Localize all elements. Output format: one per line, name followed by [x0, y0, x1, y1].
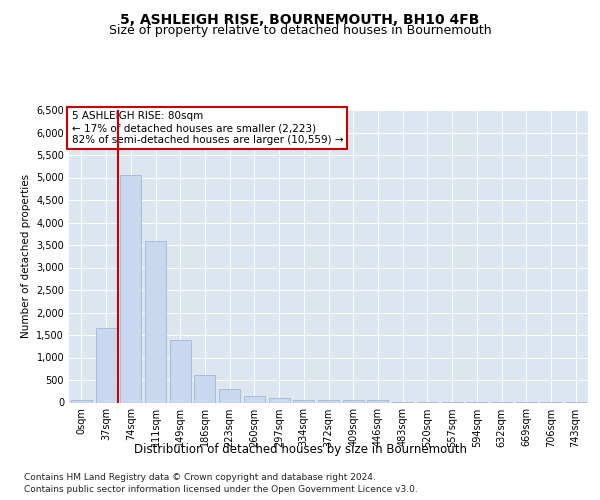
Text: Size of property relative to detached houses in Bournemouth: Size of property relative to detached ho… — [109, 24, 491, 37]
Bar — [269, 398, 290, 402]
Bar — [219, 389, 240, 402]
Text: 5, ASHLEIGH RISE, BOURNEMOUTH, BH10 4FB: 5, ASHLEIGH RISE, BOURNEMOUTH, BH10 4FB — [121, 12, 479, 26]
Bar — [293, 400, 314, 402]
Bar — [244, 396, 265, 402]
Bar — [71, 400, 92, 402]
Bar — [120, 176, 141, 402]
Text: Contains public sector information licensed under the Open Government Licence v3: Contains public sector information licen… — [24, 485, 418, 494]
Text: Distribution of detached houses by size in Bournemouth: Distribution of detached houses by size … — [133, 442, 467, 456]
Bar — [318, 400, 339, 402]
Bar — [145, 242, 166, 402]
Text: 5 ASHLEIGH RISE: 80sqm
← 17% of detached houses are smaller (2,223)
82% of semi-: 5 ASHLEIGH RISE: 80sqm ← 17% of detached… — [71, 112, 343, 144]
Bar — [170, 340, 191, 402]
Bar — [95, 328, 116, 402]
Text: Contains HM Land Registry data © Crown copyright and database right 2024.: Contains HM Land Registry data © Crown c… — [24, 472, 376, 482]
Y-axis label: Number of detached properties: Number of detached properties — [21, 174, 31, 338]
Bar — [194, 375, 215, 402]
Bar — [367, 400, 388, 402]
Bar — [343, 400, 364, 402]
